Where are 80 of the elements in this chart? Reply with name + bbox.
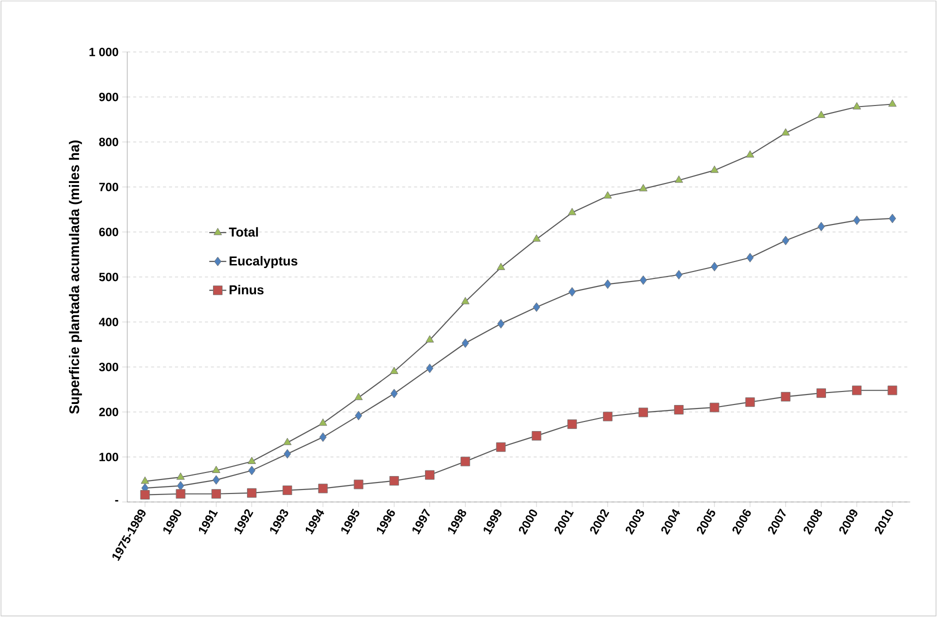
point (354, 392, 363, 400)
point (461, 296, 470, 304)
point (852, 102, 861, 110)
point (282, 486, 292, 496)
point (888, 386, 898, 396)
y-tick-label: - (115, 500, 118, 502)
point (496, 442, 506, 452)
y-tick-label: 400 (98, 318, 118, 326)
point (247, 488, 257, 498)
point (888, 214, 896, 224)
point (318, 418, 328, 426)
point (782, 236, 790, 246)
point (390, 388, 398, 398)
point (318, 484, 328, 494)
point (710, 402, 720, 412)
y-axis-title: Superficie plantada acumulada (miles ha) (68, 140, 82, 414)
point (140, 476, 150, 484)
point (568, 208, 576, 216)
point (817, 110, 826, 118)
point (852, 386, 862, 396)
point (745, 397, 755, 407)
point (283, 438, 292, 446)
point (638, 408, 648, 418)
point (212, 475, 220, 485)
point (389, 476, 399, 486)
y-tick-label: 200 (99, 408, 118, 416)
point (319, 432, 327, 442)
point (462, 338, 469, 348)
point (284, 449, 291, 459)
point (176, 481, 184, 491)
point (176, 489, 186, 499)
point (426, 335, 434, 342)
point (497, 319, 505, 329)
point (532, 234, 541, 242)
point (354, 480, 364, 490)
point (816, 388, 826, 398)
point (390, 366, 398, 374)
y-tick-label: 300 (99, 362, 118, 372)
legend-label: Pinus (230, 284, 264, 294)
point (532, 302, 540, 312)
point (568, 287, 576, 297)
point (424, 470, 434, 480)
y-tick-label: 800 (99, 138, 118, 146)
legend-label: Total (228, 227, 258, 237)
point (675, 270, 682, 280)
point (888, 99, 897, 107)
point (176, 472, 185, 480)
point (640, 275, 647, 285)
point (710, 262, 718, 272)
point (602, 412, 612, 422)
point (639, 184, 648, 192)
point (780, 392, 790, 402)
point (354, 410, 362, 420)
point (604, 279, 612, 289)
point (818, 222, 825, 232)
point (248, 456, 256, 464)
point (567, 419, 577, 429)
point (782, 128, 790, 136)
point (746, 150, 754, 158)
point (426, 364, 434, 374)
point (746, 252, 754, 262)
point (496, 262, 506, 270)
point (460, 456, 470, 466)
point (710, 166, 719, 173)
y-tick-label: 600 (99, 228, 118, 236)
y-tick-label: 700 (99, 182, 118, 192)
point (140, 490, 150, 500)
y-tick-label: 500 (99, 272, 118, 282)
y-tick-label: 100 (99, 452, 118, 462)
point (674, 404, 684, 414)
point (853, 216, 860, 226)
y-tick-label: 1 000 (90, 48, 118, 56)
legend-label: Eucalyptus (230, 256, 298, 268)
point (212, 466, 220, 473)
point (211, 489, 221, 499)
point (532, 431, 542, 441)
point (604, 191, 612, 198)
point (674, 175, 684, 183)
y-tick-label: 900 (99, 92, 118, 102)
point (248, 466, 256, 476)
